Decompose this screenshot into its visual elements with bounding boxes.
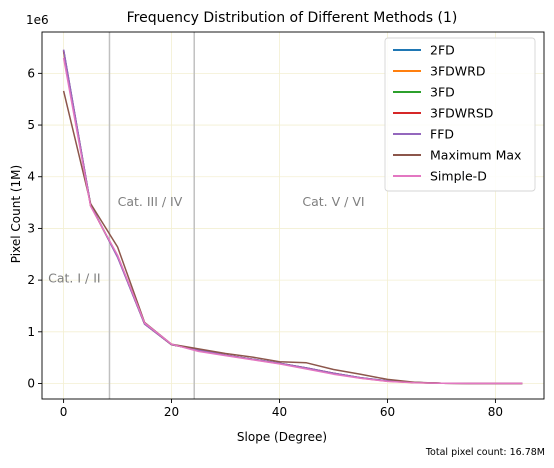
category-annotation: Cat. V / VI [302,194,364,209]
series-line-simple-d [62,57,523,385]
plot-frame [41,31,545,400]
legend-label: 2FD [430,43,455,58]
y-tick-label: 4 [27,170,35,184]
legend-box [384,37,536,192]
y-tick-label: 3 [27,221,35,235]
y-axis-label: Pixel Count (1M) [9,165,23,263]
category-annotation: Cat. I / II [48,271,100,286]
y-tick-label: 2 [27,273,35,287]
legend-label: 3FDWRSD [430,106,493,121]
y-axis-offset-text: 1e6 [26,13,49,27]
legend-label: 3FDWRD [430,64,485,79]
y-tick-label: 6 [27,66,35,80]
legend-label: Simple-D [430,169,487,184]
legend-label: FFD [430,127,454,142]
x-tick-label: 40 [272,405,287,419]
y-tick-label: 5 [27,118,35,132]
y-tick-label: 1 [27,325,35,339]
footnote: Total pixel count: 16.78M [425,447,545,458]
category-annotation: Cat. III / IV [118,194,183,209]
x-axis-label: Slope (Degree) [237,430,327,444]
x-tick-label: 20 [164,405,179,419]
x-tick-label: 0 [60,405,68,419]
x-tick-label: 80 [488,405,503,419]
legend-label: Maximum Max [430,148,521,163]
x-tick-label: 60 [380,405,395,419]
legend-label: 3FD [430,85,455,100]
chart-title: Frequency Distribution of Different Meth… [127,10,458,26]
y-tick-label: 0 [27,376,35,390]
